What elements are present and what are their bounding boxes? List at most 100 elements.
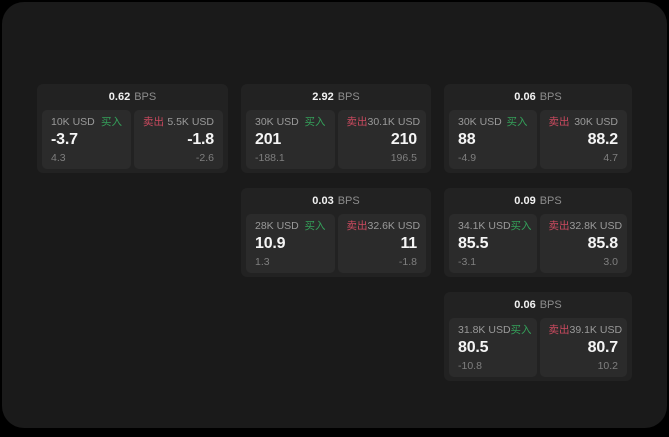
bps-unit: BPS	[134, 90, 157, 103]
buy-change: -10.8	[458, 359, 482, 372]
sell-amount: 32.6K USD	[367, 220, 421, 232]
sell-panel-header: 卖出 32.6K USD	[347, 220, 421, 232]
buy-change: -3.1	[458, 255, 477, 268]
sell-price: 85.8	[587, 235, 619, 252]
buy-panel-header: 10K USD 买入	[51, 117, 122, 128]
buy-price: 85.5	[458, 235, 489, 252]
bps-unit: BPS	[337, 90, 360, 103]
sell-panel-header: 卖出 39.1K USD	[548, 324, 623, 336]
buy-panel[interactable]: 30K USD 买入 201 -188.1	[246, 110, 335, 169]
card-header: 0.06 BPS	[449, 292, 627, 318]
buy-side-label: 买入	[510, 220, 532, 232]
sell-side-label: 卖出	[548, 324, 570, 336]
sell-amount: 39.1K USD	[569, 324, 623, 336]
sell-side-label: 卖出	[143, 116, 164, 128]
sell-amount: 30K USD	[574, 116, 618, 128]
sell-panel[interactable]: 卖出 32.8K USD 85.8 3.0	[539, 214, 627, 273]
sell-panel-header: 卖出 30K USD	[549, 117, 619, 128]
buy-panel[interactable]: 31.8K USD 买入 80.5 -10.8	[449, 318, 537, 377]
sell-price: 210	[390, 131, 417, 148]
quote-card: 0.09 BPS 34.1K USD 买入 85.5 -3.1 卖出 32.8K…	[444, 188, 632, 277]
card-body: 30K USD 买入 88 -4.9 卖出 30K USD 88.2 4.7	[449, 110, 627, 169]
buy-side-label: 买入	[506, 116, 528, 128]
buy-side-label: 买入	[101, 116, 122, 128]
bps-value: 0.03	[312, 194, 334, 207]
buy-amount: 34.1K USD	[458, 220, 511, 232]
buy-side-label: 买入	[304, 220, 326, 232]
buy-side-label: 买入	[510, 324, 532, 336]
bps-value: 0.06	[514, 90, 536, 103]
card-header: 2.92 BPS	[246, 84, 426, 110]
buy-panel-header: 30K USD 买入	[255, 117, 326, 128]
sell-panel-header: 卖出 30.1K USD	[346, 116, 421, 128]
card-header: 0.06 BPS	[449, 84, 627, 110]
buy-panel[interactable]: 30K USD 买入 88 -4.9	[449, 110, 537, 169]
bps-value: 0.62	[108, 90, 131, 103]
buy-panel[interactable]: 10K USD 买入 -3.7 4.3	[42, 110, 131, 169]
bps-unit: BPS	[539, 194, 562, 207]
sell-amount: 30.1K USD	[367, 116, 421, 128]
sell-panel-header: 卖出 32.8K USD	[548, 220, 623, 232]
sell-amount: 32.8K USD	[569, 220, 623, 232]
bps-value: 0.09	[514, 194, 536, 207]
app-surface: 0.62 BPS 10K USD 买入 -3.7 4.3 卖出 5.5K USD…	[2, 2, 667, 428]
buy-amount: 28K USD	[255, 220, 299, 232]
sell-price: 11	[400, 235, 417, 252]
sell-change: -2.6	[195, 151, 214, 164]
sell-panel[interactable]: 卖出 32.6K USD 11 -1.8	[337, 214, 426, 273]
bps-value: 0.06	[514, 298, 536, 311]
cards-grid: 0.62 BPS 10K USD 买入 -3.7 4.3 卖出 5.5K USD…	[37, 84, 632, 381]
buy-amount: 30K USD	[458, 116, 502, 128]
bps-value: 2.92	[312, 90, 334, 103]
bps-unit: BPS	[539, 298, 562, 311]
buy-panel-header: 30K USD 买入	[458, 117, 528, 128]
sell-change: 4.7	[603, 151, 618, 164]
buy-side-label: 买入	[304, 116, 326, 128]
buy-price: 80.5	[458, 339, 489, 356]
card-header: 0.62 BPS	[42, 84, 223, 110]
card-body: 30K USD 买入 201 -188.1 卖出 30.1K USD 210 1…	[246, 110, 426, 169]
sell-panel[interactable]: 卖出 5.5K USD -1.8 -2.6	[134, 110, 223, 169]
quote-card: 0.06 BPS 31.8K USD 买入 80.5 -10.8 卖出 39.1…	[444, 292, 632, 381]
buy-change: -188.1	[255, 151, 285, 164]
buy-amount: 10K USD	[51, 116, 95, 128]
quote-card: 2.92 BPS 30K USD 买入 201 -188.1 卖出 30.1K …	[241, 84, 431, 173]
quote-card: 0.62 BPS 10K USD 买入 -3.7 4.3 卖出 5.5K USD…	[37, 84, 228, 173]
sell-change: 3.0	[603, 255, 618, 268]
sell-side-label: 卖出	[346, 116, 368, 128]
sell-change: 196.5	[390, 151, 417, 164]
buy-panel-header: 28K USD 买入	[255, 221, 326, 232]
buy-panel[interactable]: 34.1K USD 买入 85.5 -3.1	[449, 214, 537, 273]
buy-change: -4.9	[458, 151, 477, 164]
buy-price: 10.9	[255, 235, 286, 252]
bps-unit: BPS	[337, 194, 360, 207]
buy-price: 201	[255, 131, 282, 148]
sell-price: 88.2	[587, 131, 619, 148]
sell-price: -1.8	[187, 131, 214, 148]
sell-side-label: 卖出	[548, 116, 570, 128]
sell-panel[interactable]: 卖出 30.1K USD 210 196.5	[337, 110, 426, 169]
buy-panel-header: 31.8K USD 买入	[458, 324, 532, 336]
card-header: 0.03 BPS	[246, 188, 426, 214]
buy-panel-header: 34.1K USD 买入	[458, 220, 532, 232]
buy-price: -3.7	[51, 131, 78, 148]
sell-panel[interactable]: 卖出 39.1K USD 80.7 10.2	[539, 318, 627, 377]
card-body: 28K USD 买入 10.9 1.3 卖出 32.6K USD 11 -1.8	[246, 214, 426, 273]
card-body: 31.8K USD 买入 80.5 -10.8 卖出 39.1K USD 80.…	[449, 318, 627, 377]
buy-price: 88	[458, 131, 476, 148]
sell-amount: 5.5K USD	[167, 116, 214, 128]
bps-unit: BPS	[539, 90, 562, 103]
sell-panel[interactable]: 卖出 30K USD 88.2 4.7	[539, 110, 627, 169]
buy-change: 1.3	[255, 255, 270, 268]
buy-change: 4.3	[51, 151, 66, 164]
sell-change: -1.8	[398, 255, 417, 268]
buy-amount: 31.8K USD	[458, 324, 511, 336]
sell-price: 80.7	[587, 339, 619, 356]
sell-side-label: 卖出	[548, 220, 570, 232]
sell-panel-header: 卖出 5.5K USD	[143, 117, 214, 128]
card-body: 34.1K USD 买入 85.5 -3.1 卖出 32.8K USD 85.8…	[449, 214, 627, 273]
buy-panel[interactable]: 28K USD 买入 10.9 1.3	[246, 214, 335, 273]
quote-card: 0.06 BPS 30K USD 买入 88 -4.9 卖出 30K USD 8…	[444, 84, 632, 173]
sell-change: 10.2	[597, 359, 618, 372]
quote-card: 0.03 BPS 28K USD 买入 10.9 1.3 卖出 32.6K US…	[241, 188, 431, 277]
